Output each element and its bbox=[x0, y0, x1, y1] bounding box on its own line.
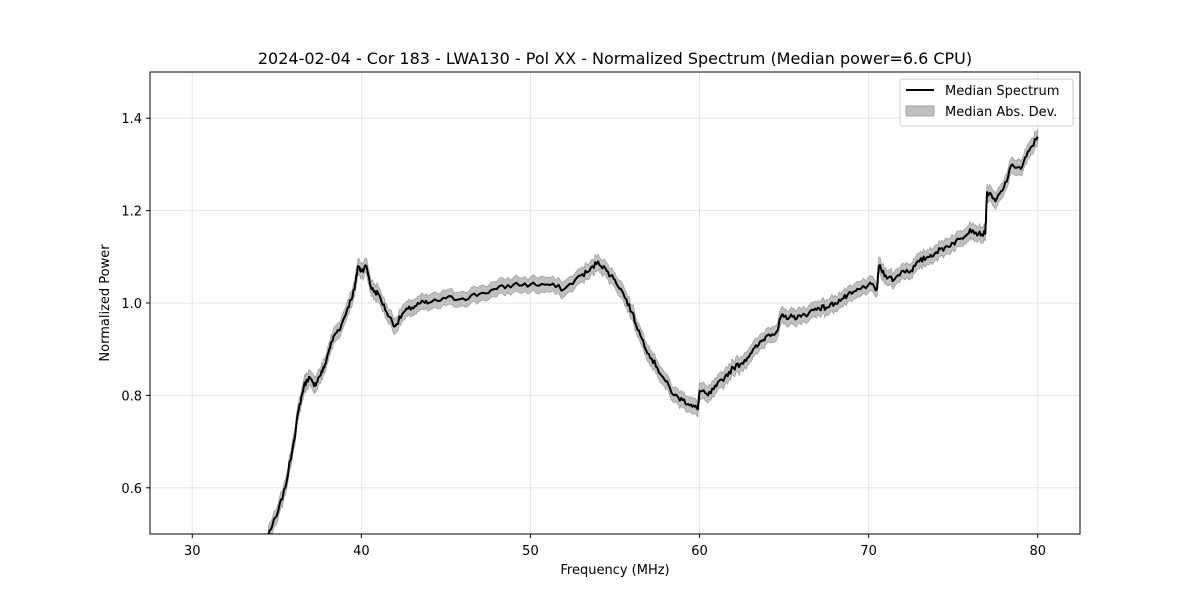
chart-title: 2024-02-04 - Cor 183 - LWA130 - Pol XX -… bbox=[258, 49, 972, 68]
y-axis-label: Normalized Power bbox=[98, 244, 113, 362]
legend: Median Spectrum Median Abs. Dev. bbox=[899, 78, 1074, 127]
x-tick-label: 70 bbox=[860, 544, 877, 559]
x-tick-label: 30 bbox=[184, 544, 201, 559]
x-axis: 30 40 50 60 70 80 bbox=[184, 534, 1046, 559]
median-line-layer bbox=[267, 136, 1039, 534]
y-axis: 0.6 0.8 1.0 1.2 1.4 bbox=[121, 112, 150, 497]
y-tick-label: 0.8 bbox=[121, 389, 142, 404]
y-tick-label: 1.0 bbox=[121, 297, 142, 312]
x-tick-label: 40 bbox=[353, 544, 370, 559]
mad-band-layer bbox=[267, 128, 1039, 534]
y-tick-label: 1.2 bbox=[121, 205, 142, 220]
x-tick-label: 80 bbox=[1029, 544, 1046, 559]
y-tick-label: 1.4 bbox=[121, 112, 142, 127]
x-tick-label: 50 bbox=[522, 544, 539, 559]
legend-band-swatch bbox=[905, 105, 935, 117]
x-axis-label: Frequency (MHz) bbox=[560, 563, 669, 578]
y-tick-label: 0.6 bbox=[121, 482, 142, 497]
x-tick-label: 60 bbox=[691, 544, 708, 559]
legend-box bbox=[899, 78, 1074, 127]
legend-label-median-spectrum: Median Spectrum bbox=[945, 84, 1059, 99]
median-spectrum-line bbox=[267, 136, 1039, 534]
mad-band bbox=[267, 128, 1039, 534]
legend-label-median-abs-dev: Median Abs. Dev. bbox=[945, 105, 1057, 120]
